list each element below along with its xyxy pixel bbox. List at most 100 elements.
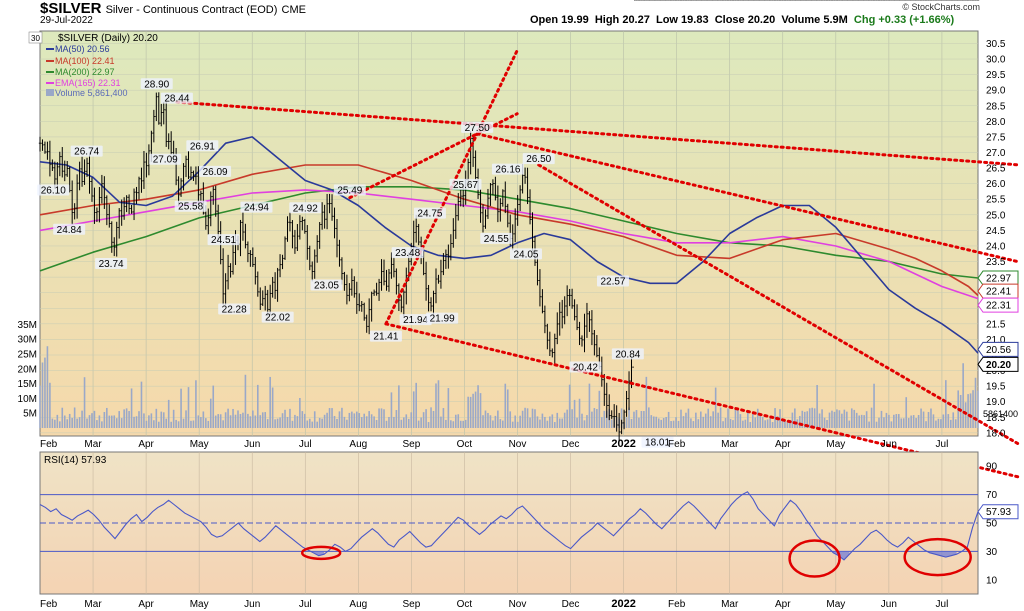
- volume-bar: [331, 408, 333, 428]
- volume-bar: [380, 408, 383, 428]
- volume-bar: [781, 419, 784, 428]
- volume-bar: [125, 408, 128, 428]
- price-tick-label: 29.0: [986, 86, 1006, 97]
- volume-value: Volume 5.9M: [781, 14, 848, 26]
- volume-bar: [514, 415, 516, 428]
- x-tick-label: Jun: [244, 439, 260, 450]
- volume-bar: [902, 418, 905, 428]
- volume-axis: 35M 30M 25M 20M 15M 10M 5M 5861400: [18, 320, 1019, 420]
- volume-bar: [259, 415, 262, 428]
- volume-bar: [764, 420, 766, 428]
- rsi-highlight-circle: [903, 537, 972, 577]
- price-tag: 20.20: [977, 356, 1019, 372]
- rsi-legend: RSI(14) 57.93: [44, 455, 107, 466]
- corner-tag: 30: [31, 34, 40, 43]
- volume-bar: [633, 411, 635, 428]
- annotation-bg: [391, 247, 424, 259]
- volume-bar: [170, 421, 172, 428]
- volume-bar: [648, 407, 650, 428]
- volume-bar: [454, 414, 457, 428]
- volume-bar: [675, 417, 677, 428]
- volume-tick-label: 10M: [18, 394, 37, 405]
- volume-bar: [888, 414, 890, 428]
- x-tick-label: Jun: [881, 599, 897, 610]
- volume-bar: [630, 418, 633, 428]
- volume-bar: [487, 412, 489, 428]
- volume-bar: [930, 408, 932, 428]
- volume-bar: [628, 407, 630, 428]
- rsi-axis: 90 70 50 30 10: [986, 462, 998, 587]
- annotation-bg: [207, 234, 240, 246]
- volume-bar: [553, 422, 556, 428]
- volume-bar: [784, 420, 786, 428]
- volume-bar: [742, 420, 744, 428]
- low-value: Low 19.83: [655, 14, 709, 26]
- volume-bar: [511, 421, 514, 428]
- volume-bar: [318, 417, 321, 428]
- ma100-line: [39, 164, 979, 297]
- annotation-bg: [149, 153, 182, 165]
- x-tick-label: Nov: [509, 439, 527, 450]
- annotation-bg: [95, 258, 128, 270]
- annotation-label: 23.05: [314, 281, 339, 292]
- x-tick-label: Oct: [457, 439, 473, 450]
- annotation-label: 23.74: [99, 259, 124, 270]
- volume-bar: [794, 408, 796, 428]
- volume-bar: [568, 384, 571, 428]
- volume-bar: [942, 414, 945, 428]
- price-tag-box: [977, 297, 1019, 313]
- volume-bar: [296, 416, 299, 428]
- annotation-bg: [461, 121, 494, 133]
- volume-bar: [700, 411, 702, 428]
- volume-bar: [875, 421, 878, 428]
- annotation-bg: [596, 275, 629, 287]
- price-tick-label: 18.0: [986, 428, 1006, 439]
- volume-bar: [672, 420, 675, 428]
- volume-bar: [650, 415, 653, 428]
- chart-title: $SILVER Silver - Continuous Contract (EO…: [40, 0, 306, 17]
- x-tick-label: Nov: [509, 599, 527, 610]
- annotation-label: 22.02: [265, 313, 290, 324]
- volume-bar: [219, 414, 222, 428]
- volume-bar: [187, 387, 190, 428]
- volume-bar: [524, 407, 526, 428]
- volume-bar: [811, 407, 813, 428]
- volume-bar: [578, 398, 581, 428]
- volume-bar: [509, 411, 512, 428]
- volume-bar: [558, 418, 561, 428]
- volume-bar: [665, 417, 667, 428]
- volume-bar: [878, 417, 880, 428]
- x-tick-label: Feb: [668, 599, 686, 610]
- volume-bar: [766, 419, 769, 428]
- chart-date: 29-Jul-2022: [40, 15, 93, 26]
- volume-tick-label: 25M: [18, 350, 37, 361]
- annotation-label: 26.09: [203, 167, 228, 178]
- volume-bar: [967, 394, 969, 428]
- annotation-bg: [70, 145, 103, 157]
- price-tag: 22.41: [977, 283, 1019, 299]
- volume-bar: [677, 420, 680, 428]
- price-tag-box: [977, 356, 1019, 372]
- volume-bar: [284, 409, 286, 428]
- volume-bar: [180, 388, 182, 428]
- volume-bar: [115, 418, 118, 428]
- x-tick-label: Jun: [881, 439, 897, 450]
- volume-bar: [670, 421, 672, 428]
- volume-bars: [39, 346, 979, 428]
- annotation-label: 22.28: [222, 305, 247, 316]
- volume-bar: [640, 410, 643, 428]
- volume-bar: [890, 421, 893, 428]
- volume-bar: [816, 385, 818, 428]
- volume-bar: [893, 414, 895, 428]
- volume-bar: [61, 407, 64, 428]
- volume-bar: [365, 416, 368, 428]
- price-tick-label: 28.0: [986, 117, 1006, 128]
- volume-bar: [39, 385, 41, 428]
- volume-bar: [657, 418, 660, 428]
- volume-bar: [222, 420, 224, 428]
- volume-bar: [393, 416, 395, 428]
- volume-bar: [749, 422, 752, 428]
- volume-bar: [442, 408, 445, 428]
- volume-bar: [855, 412, 858, 428]
- volume-bar: [286, 416, 289, 428]
